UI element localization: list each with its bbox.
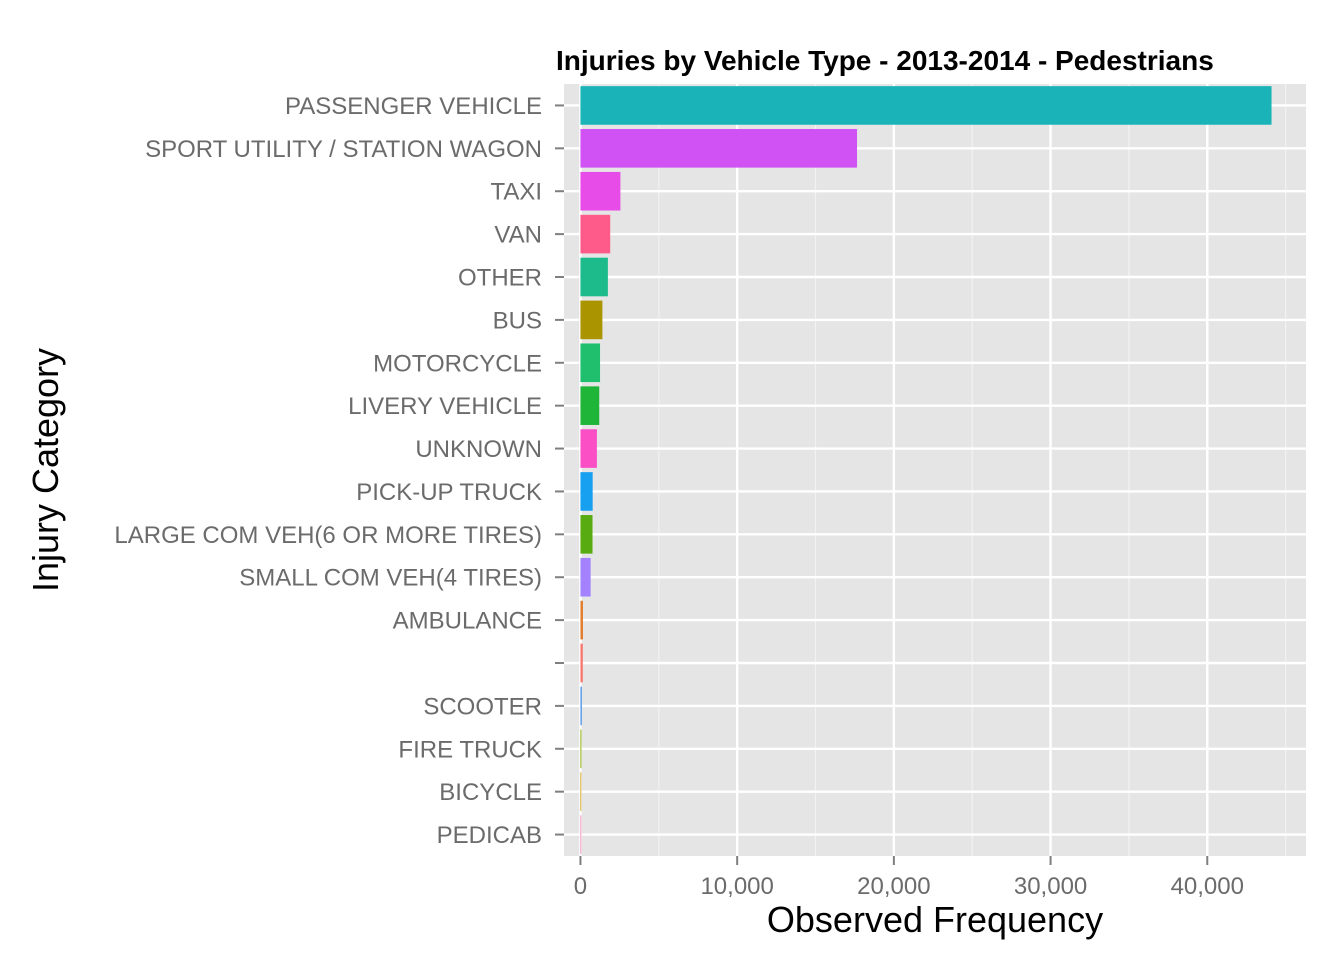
- bar: [580, 214, 611, 254]
- y-axis: PASSENGER VEHICLE SPORT UTILITY / STATION…: [114, 93, 564, 849]
- bar: [580, 600, 583, 640]
- bar: [580, 815, 582, 854]
- bar: [580, 515, 593, 554]
- y-tick-label: MOTORCYCLE: [373, 350, 542, 377]
- y-tick-label: UNKNOWN: [415, 436, 542, 463]
- bar: [580, 729, 582, 769]
- x-tick-label: 10,000: [700, 873, 773, 900]
- y-tick-label: FIRE TRUCK: [398, 736, 542, 763]
- y-tick-label: SPORT UTILITY / STATION WAGON: [145, 136, 542, 163]
- y-tick-label: LIVERY VEHICLE: [348, 393, 542, 420]
- y-tick-label: TAXI: [490, 179, 542, 206]
- x-axis-title: Observed Frequency: [767, 899, 1103, 940]
- bar: [580, 386, 600, 425]
- bar: [580, 686, 582, 726]
- bar: [580, 429, 597, 468]
- bar: [580, 86, 1272, 125]
- bars: [580, 86, 1272, 854]
- plot-panel: [564, 84, 1306, 856]
- y-tick-label: PEDICAB: [437, 822, 542, 849]
- bar: [580, 772, 582, 811]
- x-axis: 0 10,000 20,000 30,000 40,000: [574, 856, 1244, 900]
- y-tick-label: SCOOTER: [423, 693, 542, 720]
- y-tick-label: AMBULANCE: [393, 608, 542, 635]
- y-tick-label: PASSENGER VEHICLE: [285, 93, 542, 120]
- y-tick-label: BICYCLE: [439, 779, 542, 806]
- bar: [580, 257, 608, 297]
- x-tick-label: 0: [574, 873, 587, 900]
- bar: [580, 472, 593, 511]
- y-axis-title: Injury Category: [25, 348, 66, 592]
- bar: [580, 129, 858, 168]
- x-tick-label: 30,000: [1014, 873, 1087, 900]
- bar: [580, 300, 603, 340]
- x-tick-label: 20,000: [857, 873, 930, 900]
- chart-title: Injuries by Vehicle Type - 2013-2014 - P…: [556, 45, 1214, 76]
- y-tick-label: VAN: [494, 222, 542, 249]
- y-tick-label: LARGE COM VEH(6 OR MORE TIRES): [114, 522, 542, 549]
- y-tick-label: SMALL COM VEH(4 TIRES): [239, 565, 542, 592]
- x-tick-label: 40,000: [1171, 873, 1244, 900]
- y-tick-label: BUS: [493, 307, 542, 334]
- bar: [580, 343, 601, 383]
- y-tick-label: OTHER: [458, 265, 542, 292]
- y-tick-label: PICK-UP TRUCK: [356, 479, 542, 506]
- bar: [580, 643, 583, 683]
- bar: [580, 557, 591, 597]
- bar: [580, 171, 621, 211]
